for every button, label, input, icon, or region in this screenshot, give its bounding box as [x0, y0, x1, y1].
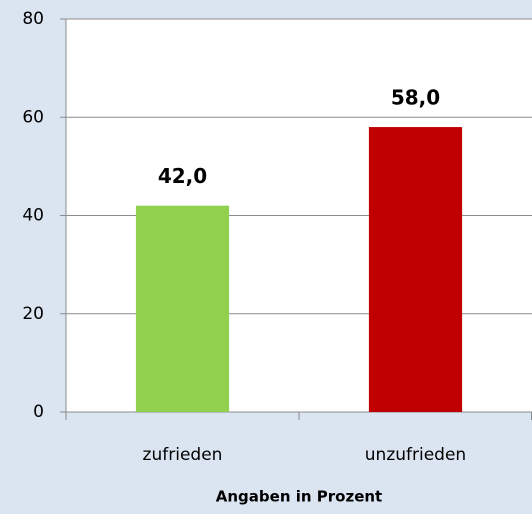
- x-tick-label: unzufrieden: [365, 445, 466, 465]
- bar: [135, 205, 230, 412]
- x-axis-title: Angaben in Prozent: [216, 488, 382, 506]
- x-tick-label: zufrieden: [143, 445, 223, 465]
- y-tick-label: 0: [33, 402, 44, 422]
- y-tick-label: 80: [22, 9, 44, 29]
- y-tick-label: 60: [22, 107, 44, 127]
- bar: [368, 127, 463, 412]
- data-label: 58,0: [391, 86, 440, 110]
- y-tick-label: 20: [22, 304, 44, 324]
- data-label: 42,0: [158, 164, 207, 188]
- y-tick-label: 40: [22, 206, 44, 226]
